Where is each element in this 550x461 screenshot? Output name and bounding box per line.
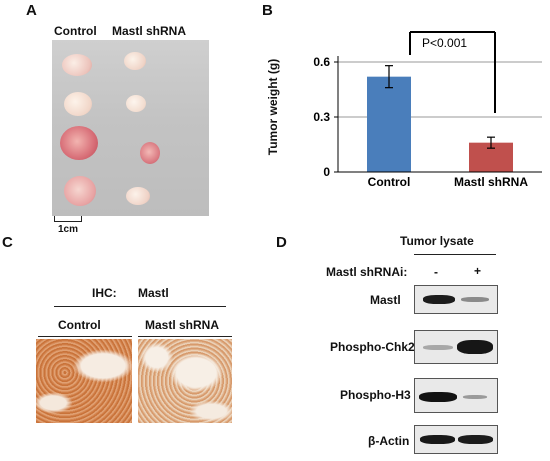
- blot-chk2: [414, 330, 498, 364]
- band-h3-shrna: [463, 395, 487, 399]
- panel-c-letter: C: [2, 234, 13, 251]
- tumor-weight-chart: 0 0.3 0.6 Control Mastl shRNA P<0.001: [313, 31, 542, 189]
- ihc-divider: [54, 306, 226, 307]
- bar-control: [367, 76, 411, 172]
- control-tumor-3: [60, 126, 98, 160]
- blot-row-label-chk2: Phospho-Chk2: [330, 340, 415, 354]
- ihc-underline-control: [38, 336, 132, 337]
- ihc-label: IHC:: [92, 286, 117, 300]
- scale-bar-label: 1cm: [58, 224, 79, 235]
- lane-minus: -: [434, 265, 438, 279]
- panel-c-control-label: Control: [58, 318, 101, 332]
- control-tumor-1: [62, 54, 92, 76]
- y-tick-label: 0.6: [313, 55, 330, 69]
- ihc-target: Mastl: [138, 286, 169, 300]
- panel-a-control-label: Control: [54, 24, 97, 38]
- ihc-underline-shrna: [138, 336, 232, 337]
- y-tick-label: 0.3: [313, 110, 330, 124]
- band-mastl-shrna: [461, 297, 489, 302]
- y-axis-label: Tumor weight (g): [266, 58, 280, 156]
- x-category-label: Control: [368, 175, 411, 189]
- scale-bar: [54, 216, 82, 222]
- band-mastl-control: [423, 295, 455, 304]
- panel-a-letter: A: [26, 2, 37, 19]
- ihc-image-shrna: [138, 339, 232, 423]
- band-chk2-shrna: [457, 340, 493, 354]
- control-tumor-2: [64, 92, 92, 116]
- band-actin-control: [420, 435, 455, 444]
- significance-label: P<0.001: [422, 36, 467, 50]
- lane-plus: +: [474, 264, 482, 278]
- shrna-tumor-2: [126, 95, 146, 112]
- x-category-label: Mastl shRNA: [454, 175, 528, 189]
- panel-d-letter: D: [276, 234, 287, 251]
- y-tick-label: 0: [323, 165, 330, 179]
- panel-a-shrna-label: Mastl shRNA: [112, 24, 187, 38]
- blot-row-label-h3: Phospho-H3: [340, 388, 411, 402]
- ihc-image-control: [36, 339, 132, 423]
- blot-mastl: [414, 285, 498, 314]
- band-h3-control: [419, 392, 457, 402]
- control-tumor-4: [64, 176, 96, 206]
- tumor-photo: [52, 40, 209, 216]
- panel-b-letter: B: [262, 2, 273, 19]
- band-chk2-control: [423, 345, 453, 350]
- blot-actin: [414, 425, 498, 454]
- shrna-tumor-4: [126, 187, 150, 205]
- blot-h3: [414, 378, 498, 413]
- shrna-tumor-3: [140, 142, 160, 164]
- band-actin-shrna: [458, 435, 493, 444]
- blot-row-label-mastl: Mastl: [370, 293, 401, 307]
- panel-c-shrna-label: Mastl shRNA: [145, 318, 220, 332]
- blot-title: Tumor lysate: [400, 234, 474, 248]
- blot-row-label-actin: β-Actin: [368, 434, 410, 448]
- blot-title-underline: [414, 254, 496, 255]
- shrna-tumor-1: [124, 52, 146, 70]
- condition-label: Mastl shRNAi:: [326, 265, 408, 279]
